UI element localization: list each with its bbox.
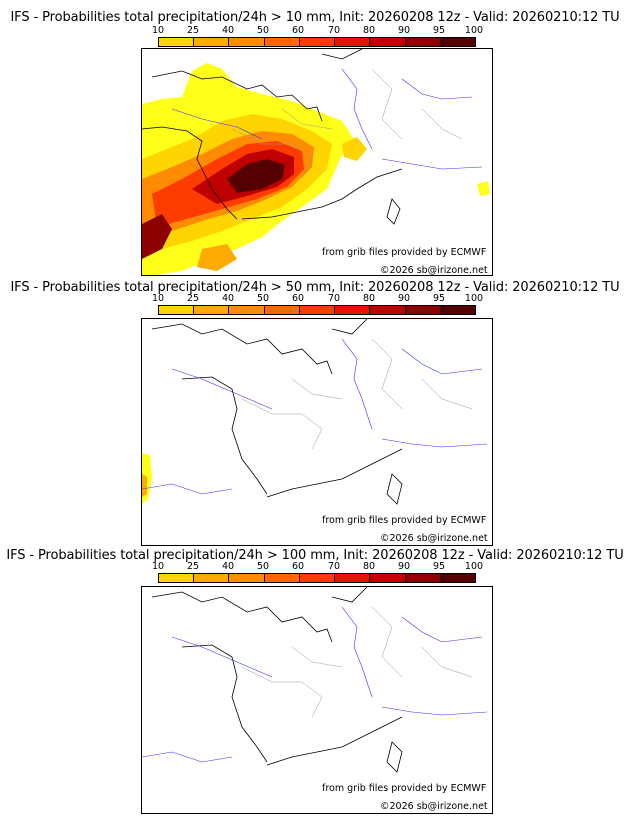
legend-swatch [440,574,475,582]
copyright: ©2026 sb@irizone.net [380,533,488,544]
panel3-legend: 10 25 40 50 60 70 80 90 95 100 [152,561,483,584]
legend-swatch [159,574,195,582]
legend-swatch [335,38,371,46]
coastlines [142,49,403,225]
copyright: ©2026 sb@irizone.net [380,801,488,812]
legend-tick: 90 [397,293,411,304]
precipitation-probability-field [142,453,152,504]
legend-swatch [264,38,300,46]
legend-swatch [229,574,265,582]
legend-tick: 100 [464,25,484,36]
legend-tick: 40 [221,293,235,304]
legend-tick: 80 [362,293,376,304]
panel1-map: from grib files provided by ECMWF ©2026 … [141,48,493,276]
legend-swatch [335,306,371,314]
legend-tick: 70 [327,561,341,572]
panel1-legend: 10 25 40 50 60 70 80 90 95 100 [152,25,483,48]
panel2-map: from grib files provided by ECMWF ©2026 … [141,318,493,546]
copyright: ©2026 sb@irizone.net [380,265,488,276]
legend-swatch [370,38,406,46]
legend-tick: 50 [256,25,270,36]
legend-swatch [229,38,265,46]
legend-swatch [194,306,230,314]
legend-swatch [264,574,300,582]
legend-swatch [299,306,336,314]
legend-swatch [159,306,195,314]
legend-tick: 100 [464,293,484,304]
legend-tick: 90 [397,25,411,36]
data-credit: from grib files provided by ECMWF [322,515,487,526]
panel3-title: IFS - Probabilities total precipitation/… [6,548,624,563]
legend-tick: 25 [186,561,200,572]
legend-swatch [370,574,406,582]
legend-swatch [440,38,475,46]
legend-swatch [299,574,336,582]
legend-tick: 80 [362,561,376,572]
legend-swatch [405,574,441,582]
legend-swatch [405,38,441,46]
legend-colorbar [158,573,476,583]
legend-colorbar [158,37,476,47]
legend-swatch [159,38,195,46]
legend-tick: 50 [256,561,270,572]
data-credit: from grib files provided by ECMWF [322,783,487,794]
legend-tick: 60 [291,293,305,304]
probability-map [142,587,488,773]
legend-swatch [370,306,406,314]
legend-tick: 40 [221,561,235,572]
legend-tick: 10 [151,25,165,36]
admin-borders [241,338,473,450]
probability-map [142,49,490,275]
legend-swatch [194,574,230,582]
legend-swatch [299,38,336,46]
legend-tick: 70 [327,25,341,36]
legend-tick: 95 [432,293,446,304]
probability-map [142,319,488,505]
legend-swatch [229,306,265,314]
rivers [171,68,483,170]
coastlines [151,587,403,773]
legend-tick: 100 [464,561,484,572]
legend-swatch [194,38,230,46]
legend-tick: 50 [256,293,270,304]
coastlines [151,319,403,505]
legend-tick: 60 [291,25,305,36]
panel1-title: IFS - Probabilities total precipitation/… [10,10,620,25]
data-credit: from grib files provided by ECMWF [322,247,487,258]
legend-tick: 90 [397,561,411,572]
legend-tick: 95 [432,561,446,572]
legend-swatch [335,574,371,582]
legend-tick: 70 [327,293,341,304]
panel2-title: IFS - Probabilities total precipitation/… [10,280,620,295]
panel2-legend: 10 25 40 50 60 70 80 90 95 100 [152,293,483,316]
legend-swatch [405,306,441,314]
legend-swatch [264,306,300,314]
panel3-map: from grib files provided by ECMWF ©2026 … [141,586,493,814]
precipitation-probability-field [142,63,490,275]
rivers [142,338,488,495]
legend-tick: 40 [221,25,235,36]
legend-tick: 10 [151,293,165,304]
legend-tick: 10 [151,561,165,572]
legend-swatch [440,306,475,314]
legend-tick: 25 [186,25,200,36]
legend-tick: 25 [186,293,200,304]
legend-colorbar [158,305,476,315]
legend-tick: 60 [291,561,305,572]
legend-tick: 95 [432,25,446,36]
rivers [142,606,488,763]
legend-tick: 80 [362,25,376,36]
admin-borders [241,606,473,718]
admin-borders [231,68,463,180]
